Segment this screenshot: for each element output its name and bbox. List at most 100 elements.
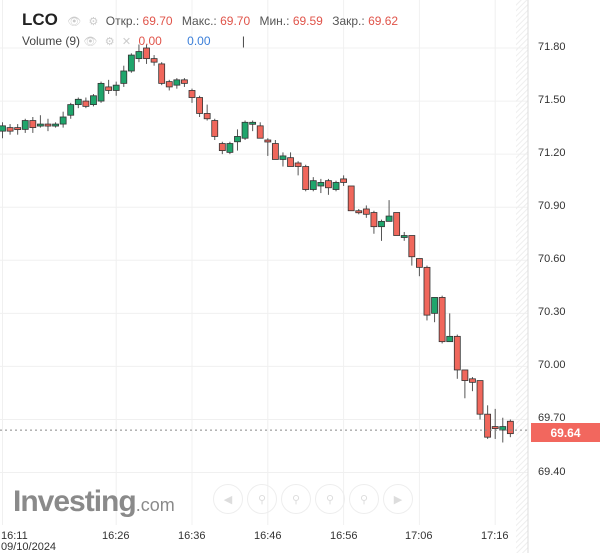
candle-body xyxy=(385,215,393,222)
candle xyxy=(82,97,90,109)
close-icon[interactable]: ✕ xyxy=(121,36,132,48)
volume-label: Volume (9) xyxy=(22,34,81,48)
candle-body xyxy=(506,420,514,435)
candle xyxy=(340,175,348,186)
x-tick-label: 16:26 xyxy=(102,530,130,542)
candle-body xyxy=(52,123,59,127)
candle xyxy=(461,369,469,399)
candle xyxy=(158,62,166,86)
zoom-reset-icon[interactable]: ⚲ xyxy=(281,484,311,514)
candle xyxy=(29,116,37,133)
candle xyxy=(37,115,44,128)
candle xyxy=(484,405,492,439)
candle-body xyxy=(74,98,82,106)
candle-body xyxy=(469,378,476,383)
candle xyxy=(415,258,423,277)
candle-body xyxy=(476,380,484,415)
y-tick-label: 70.90 xyxy=(538,200,566,213)
eye-icon[interactable]: 👁 xyxy=(83,36,98,48)
x-tick-label: 17:16 xyxy=(481,530,509,542)
candle-body xyxy=(120,70,128,84)
candle-body xyxy=(234,136,241,143)
close-label: Закр.: xyxy=(332,14,365,28)
candle xyxy=(127,53,135,73)
candle-body xyxy=(181,79,188,84)
candle xyxy=(408,235,416,266)
candle xyxy=(431,297,438,323)
candle-body xyxy=(408,235,416,258)
chart-nav-controls: ◀ ⚲ ⚲ ⚲ ⚲ ▶ xyxy=(213,484,413,514)
candle xyxy=(6,124,14,135)
candle xyxy=(446,313,454,343)
candle xyxy=(241,120,249,140)
candle xyxy=(287,152,294,167)
gear-icon[interactable]: ⚙ xyxy=(104,36,115,48)
x-tick-label: 16:11 xyxy=(1,530,28,542)
candle xyxy=(44,118,52,132)
zoom-fit-icon[interactable]: ⚲ xyxy=(349,484,379,514)
candle xyxy=(143,44,150,64)
future-area-hatch xyxy=(516,0,528,553)
candle xyxy=(264,138,272,156)
candle xyxy=(438,295,446,344)
zoom-in-icon[interactable]: ⚲ xyxy=(247,484,277,514)
candle-body xyxy=(6,127,14,132)
candle-body xyxy=(340,178,348,183)
candle-body xyxy=(82,100,90,107)
candle xyxy=(362,205,370,218)
candle-body xyxy=(59,116,67,125)
candle-body xyxy=(112,84,120,91)
candle xyxy=(249,120,257,132)
candle-body xyxy=(415,258,423,268)
volume-value-2: 0.00 xyxy=(187,34,211,48)
candle-body xyxy=(271,143,279,160)
y-tick-label: 70.60 xyxy=(538,253,566,266)
zoom-out-icon[interactable]: ⚲ xyxy=(315,484,345,514)
candle-body xyxy=(90,95,97,106)
candle-body xyxy=(325,180,332,189)
symbol[interactable]: LCO xyxy=(22,10,58,29)
candle-body xyxy=(188,90,196,98)
candle-body xyxy=(143,47,150,60)
gear-icon[interactable]: ⚙ xyxy=(88,16,99,28)
grid xyxy=(0,0,528,525)
eye-icon[interactable]: 👁 xyxy=(67,16,82,28)
candle xyxy=(52,122,59,128)
y-tick-label: 71.80 xyxy=(538,41,566,53)
candle xyxy=(279,152,287,167)
low-label: Мин.: xyxy=(259,14,290,28)
candle-body xyxy=(127,54,135,72)
candle-body xyxy=(0,125,6,132)
candle xyxy=(499,417,507,443)
arrow-left-icon[interactable]: ◀ xyxy=(213,484,243,514)
candle-body xyxy=(14,127,22,131)
candle xyxy=(196,95,203,117)
candle-body xyxy=(287,157,294,167)
high-value: 69.70 xyxy=(220,14,251,28)
candle xyxy=(400,231,408,241)
candle xyxy=(385,200,393,222)
candle-body xyxy=(446,335,454,343)
candle-body xyxy=(355,210,363,214)
candle-body xyxy=(241,121,249,139)
candle-body xyxy=(44,123,52,127)
candle xyxy=(256,122,264,139)
candle-body xyxy=(37,123,44,127)
candle-body xyxy=(378,220,385,228)
candle-body xyxy=(393,212,401,236)
candle xyxy=(97,81,105,103)
arrow-right-icon[interactable]: ▶ xyxy=(383,484,413,514)
candle xyxy=(355,208,363,215)
candle-body xyxy=(264,139,272,143)
current-price-badge: 69.64 xyxy=(531,423,600,442)
candle-body xyxy=(317,182,325,187)
candle-body xyxy=(362,208,370,215)
volume-value-1: 0.00 xyxy=(138,34,162,48)
x-tick-label: 16:56 xyxy=(330,530,358,542)
close-value: 69.62 xyxy=(368,14,399,28)
candle xyxy=(325,178,332,195)
candle-body xyxy=(309,180,317,190)
candle xyxy=(188,88,196,103)
candle-body xyxy=(97,82,105,102)
